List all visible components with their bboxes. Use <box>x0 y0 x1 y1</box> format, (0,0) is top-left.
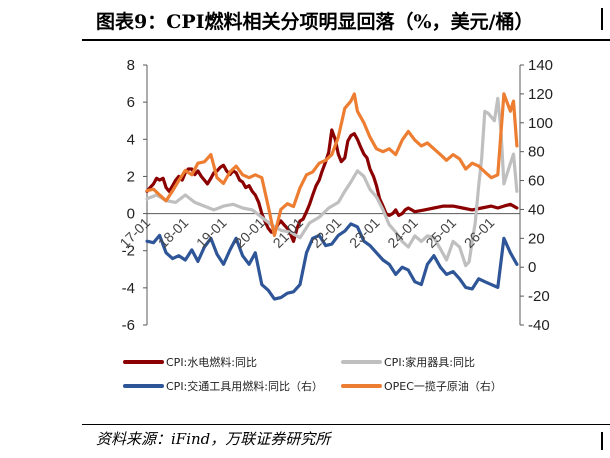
left-tick-label: -6 <box>122 317 135 334</box>
legend-label: CPI:交通工具用燃料:同比（右） <box>166 379 323 393</box>
left-tick-label: 4 <box>127 131 135 148</box>
right-tick-label: 100 <box>528 115 553 132</box>
legend-label: OPEC一揽子原油（右） <box>384 379 502 393</box>
left-tick-label: 0 <box>127 206 135 223</box>
left-tick-label: -2 <box>122 243 135 260</box>
x-tick-label: 18-01 <box>155 214 192 251</box>
legend: CPI:水电燃料:同比 CPI:家用器具:同比 CPI:交通工具用燃料:同比（右） O… <box>123 355 502 393</box>
right-tick-label: 140 <box>528 57 553 74</box>
series-line-4 <box>145 92 519 237</box>
footer-rule <box>82 424 610 425</box>
right-tick-label: -20 <box>528 288 550 305</box>
axes <box>143 64 524 326</box>
left-tick-label: 2 <box>127 168 135 185</box>
x-tick-label: 26-01 <box>461 214 498 251</box>
x-tick-label: 19-01 <box>193 214 230 251</box>
left-tick-label: -4 <box>122 280 135 297</box>
right-edge-mark <box>601 8 610 30</box>
left-tick-label: 8 <box>127 57 135 74</box>
footer-edge-mark <box>601 432 609 450</box>
legend-label: CPI:水电燃料:同比 <box>166 355 257 369</box>
chart-title: 图表9：CPI燃料相关分项明显回落（%，美元/桶） <box>96 11 534 33</box>
x-tick-label: 25-01 <box>423 214 460 251</box>
left-tick-label: 6 <box>127 94 135 111</box>
series-layer <box>145 92 519 301</box>
x-tick-label: 24-01 <box>384 214 421 251</box>
right-tick-label: 20 <box>528 230 545 247</box>
series-line-2 <box>145 96 519 268</box>
axis-labels: 86420-2-4-6140120100806040200-20-4017-01… <box>116 57 553 334</box>
right-tick-label: 40 <box>528 201 545 218</box>
legend-label: CPI:家用器具:同比 <box>384 355 475 369</box>
right-tick-label: 120 <box>528 86 553 103</box>
series-line-1 <box>145 128 519 243</box>
right-tick-label: 60 <box>528 173 545 190</box>
series-line-3 <box>145 222 519 301</box>
x-tick-label: 23-01 <box>346 214 383 251</box>
right-tick-label: 80 <box>528 144 545 161</box>
right-tick-label: -40 <box>528 317 550 334</box>
chart: 86420-2-4-6140120100806040200-20-4017-01… <box>116 57 553 393</box>
right-tick-label: 0 <box>528 259 536 276</box>
source-note: 资料来源：iFind，万联证券研究所 <box>96 430 331 448</box>
title-rule <box>82 39 610 41</box>
